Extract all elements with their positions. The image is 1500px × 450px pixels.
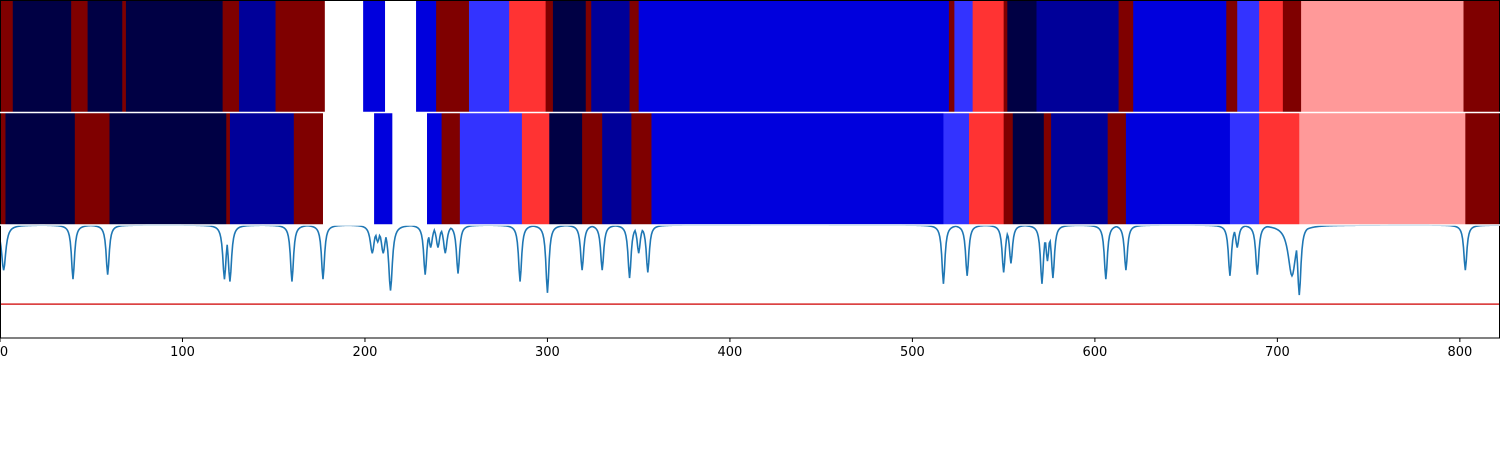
strip-segment [1299,113,1466,225]
strip-segment [0,0,14,112]
strip-segment [631,113,653,225]
strip-segment [125,0,224,112]
x-tick-label: 600 [1082,345,1107,360]
strip-segment [602,113,632,225]
x-tick-label: 700 [1265,345,1290,360]
strip-segment [972,0,1005,112]
x-tick-label: 0 [0,345,8,360]
strip-segment [1036,0,1120,112]
strip-segment [943,113,970,225]
strip-segment [1301,0,1465,112]
strip-segment [1007,0,1038,112]
strip-segment [1259,0,1284,112]
strip-segment [239,0,277,112]
strip-segment [1465,113,1500,225]
strip-segment [1237,0,1260,112]
strip-segment [954,0,974,112]
strip-segment [374,113,393,225]
strip-segment [122,0,127,112]
line-series [0,224,1500,296]
x-tick-label: 800 [1447,345,1472,360]
x-tick-label: 100 [170,345,195,360]
strip-segment [385,0,417,112]
strip-segment [459,113,523,225]
strip-segment [0,113,7,225]
strip-segment [427,113,443,225]
strip-segment [1012,113,1045,225]
x-tick-label: 500 [900,345,925,360]
strip-segment [1133,0,1227,112]
color-strips [0,0,1500,225]
strip-segment [468,0,510,112]
strip-segment [12,0,72,112]
strip-segment [549,113,583,225]
strip-segment [545,0,554,112]
strip-segment [74,113,111,225]
strip-segment [1003,113,1014,225]
strip-segment [591,0,631,112]
strip-segment [275,0,326,112]
strip-segment [293,113,324,225]
strip-segment [87,0,123,112]
strip-segment [222,0,240,112]
strip-segment [109,113,227,225]
strip-segment [521,113,550,225]
strip-segment [1229,113,1260,225]
x-axis: 0 100 200 300 400 500 600 700 800 [0,338,1472,360]
strip-segment [1282,0,1302,112]
strip-segment [363,0,386,112]
strip-segment [651,113,945,225]
strip-segment [226,113,231,225]
strip-segment [324,0,364,112]
strip-segment [638,0,950,112]
strip-segment [1051,113,1109,225]
strip-segment [552,0,587,112]
strip-segment [441,113,461,225]
strip-segment [509,0,547,112]
line-panel [0,224,1500,305]
x-tick-label: 300 [535,345,560,360]
strip-segment [436,0,470,112]
strip-segment [1043,113,1052,225]
strip-segment [229,113,295,225]
strip-segment [322,113,375,225]
strip-segment [629,0,640,112]
strip-segment [582,113,603,225]
x-tick-label: 200 [353,345,378,360]
strip-segment [1107,113,1127,225]
strip-segment [1226,0,1238,112]
strip-segment [5,113,76,225]
strip-row-1 [0,0,1500,112]
strip-segment [1003,0,1008,112]
x-tick-label: 400 [718,345,743,360]
strip-segment [1463,0,1500,112]
strip-segment [585,0,592,112]
strip-segment [1125,113,1231,225]
strip-segment [1118,0,1134,112]
strip-segment [392,113,428,225]
strip-segment [71,0,89,112]
strip-segment [968,113,1005,225]
strip-segment [948,0,955,112]
strip-segment [416,0,437,112]
strip-segment [1259,113,1300,225]
strip-row-2 [0,113,1500,225]
